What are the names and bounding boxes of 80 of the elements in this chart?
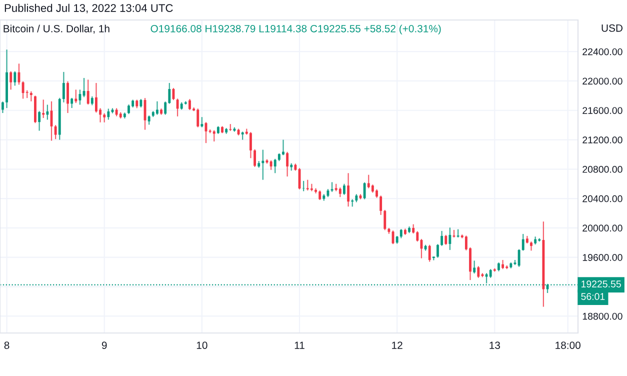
candlestick <box>270 160 272 170</box>
candlestick <box>302 180 305 192</box>
candlestick <box>54 124 57 140</box>
candlestick <box>522 233 524 252</box>
candlestick <box>400 228 402 239</box>
candlestick <box>10 70 12 90</box>
candlestick <box>103 112 106 123</box>
candlestick <box>188 98 191 111</box>
y-tick-label: 20400.00 <box>582 195 622 202</box>
candlestick <box>282 139 284 156</box>
candlestick <box>254 148 256 168</box>
y-tick-label: 18800.00 <box>582 312 622 320</box>
candlestick <box>86 79 90 106</box>
candlestick <box>172 87 175 101</box>
candlestick <box>306 179 309 192</box>
candlestick <box>428 244 431 262</box>
candlestick <box>274 158 276 174</box>
candlestick <box>448 227 452 251</box>
x-tick-label: 9 <box>102 342 107 349</box>
y-tick-label: 20000.00 <box>582 224 622 232</box>
candlestick <box>384 209 386 231</box>
candlestick <box>310 183 313 192</box>
candlestick <box>249 131 252 159</box>
x-tick-label: 11 <box>294 342 304 349</box>
candlestick <box>338 186 342 198</box>
candlestick <box>440 230 444 246</box>
candlestick <box>22 80 24 100</box>
y-tick-label: 19600.00 <box>582 254 622 261</box>
candlestick <box>70 97 74 109</box>
candlestick <box>473 260 476 274</box>
candlestick <box>436 244 439 258</box>
chart-title: Bitcoin / U.S. Dollar, 1h <box>4 24 110 34</box>
candlestick <box>416 230 419 242</box>
candlestick <box>78 89 82 106</box>
candlestick <box>318 190 322 201</box>
candlestick <box>62 71 65 103</box>
candlestick <box>343 183 346 196</box>
y-tick-label: 20800.00 <box>582 166 622 173</box>
x-tick-label: 10 <box>196 342 208 349</box>
x-tick-label: 8 <box>4 342 10 349</box>
candlestick <box>363 182 366 200</box>
y-tick-label: 22400.00 <box>582 48 622 56</box>
candlestick <box>412 224 415 234</box>
ref-line-label: 19225.55 <box>582 280 621 288</box>
candlestick <box>66 80 69 114</box>
candlestick <box>176 98 179 117</box>
candlestick <box>347 172 350 208</box>
text: 56:01 <box>581 293 605 300</box>
candlestick <box>367 174 370 189</box>
candlestick <box>128 104 130 115</box>
candlestick <box>38 110 41 132</box>
candlestick <box>330 182 334 192</box>
candlestick <box>286 151 289 178</box>
candlestick <box>95 82 98 114</box>
text: Published Jul 13, 2022 13:04 UTC <box>4 4 173 14</box>
y-axis-title: USD <box>602 24 622 32</box>
candlestick <box>196 108 200 128</box>
y-tick-label: 21200.00 <box>582 136 622 144</box>
candlestick <box>46 104 49 120</box>
candlestick <box>502 259 504 270</box>
candlestick <box>1 101 4 114</box>
candlestick <box>444 234 448 246</box>
candlestick <box>107 108 110 120</box>
candlestick <box>380 195 382 216</box>
candlestick <box>156 100 158 116</box>
x-tick-label: 18:00 <box>556 342 580 349</box>
chart-subtitle: O19166.08 H19238.79 L19114.38 C19225.55 +58.52 (+0.31%) <box>150 24 441 34</box>
candlestick <box>14 70 16 86</box>
candlestick <box>42 99 45 119</box>
candlestick <box>530 240 532 252</box>
candlestick <box>74 89 78 104</box>
candlestick <box>200 116 204 128</box>
y-tick-label: 22000.00 <box>582 78 622 85</box>
y-tick-label: 21600.00 <box>582 107 622 114</box>
candlestick <box>148 114 150 126</box>
x-tick-label: 12 <box>392 342 402 349</box>
candlestick <box>477 266 480 278</box>
x-tick-label: 13 <box>490 342 500 349</box>
candlestick <box>518 248 520 268</box>
candlestick <box>30 90 32 102</box>
